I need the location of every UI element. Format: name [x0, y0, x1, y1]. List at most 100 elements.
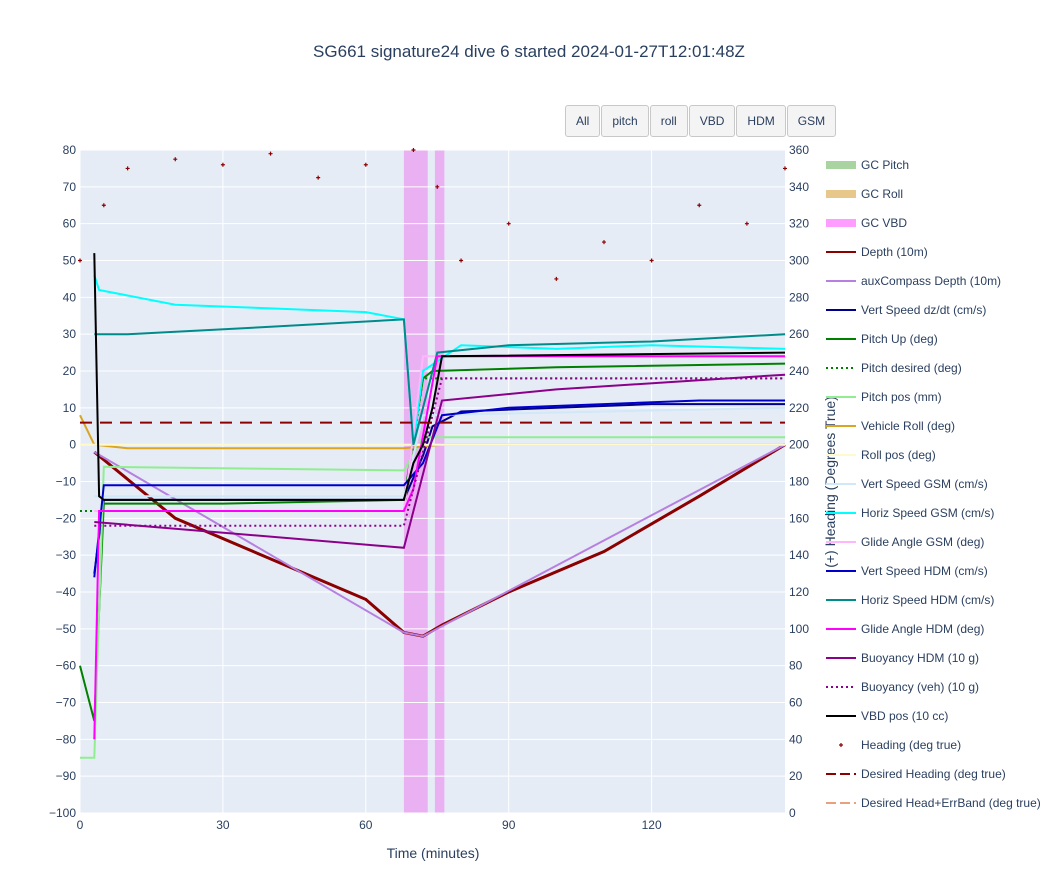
legend-item-desired-head-errband-deg-true: Desired Head+ErrBand (deg true) — [826, 796, 1041, 810]
filter-button-all[interactable]: All — [565, 105, 601, 137]
y-tick-label-right: 0 — [789, 806, 796, 820]
y-tick-label-left: 10 — [63, 401, 77, 415]
y-tick-label-left: −50 — [56, 622, 77, 636]
y-tick-label-left: −60 — [56, 659, 77, 673]
legend-label: GC Pitch — [861, 158, 909, 172]
series-layer — [78, 148, 787, 759]
series-heading-deg-true-point — [459, 258, 464, 263]
y-tick-label-right: 340 — [789, 180, 809, 194]
legend-item-pitch-pos-mm: Pitch pos (mm) — [826, 390, 942, 404]
y-tick-label-right: 180 — [789, 475, 809, 489]
filter-button-vbd[interactable]: VBD — [688, 105, 736, 137]
legend-label: Vert Speed HDM (cm/s) — [861, 564, 988, 578]
legend-label: GC VBD — [861, 216, 907, 230]
series-vbd-pos-10-cc — [93, 253, 786, 501]
y-tick-label-left: 40 — [63, 290, 77, 304]
legend-label: Roll pos (deg) — [861, 448, 936, 462]
series-heading-deg-true-point — [697, 203, 702, 208]
y-tick-label-right: 220 — [789, 401, 809, 415]
y-tick-label-left: −80 — [56, 732, 77, 746]
legend-item-horiz-speed-hdm-cm-s: Horiz Speed HDM (cm/s) — [826, 593, 994, 607]
series-heading-deg-true-point — [173, 157, 178, 162]
y-tick-label-left: −90 — [56, 769, 77, 783]
legend-label: Horiz Speed GSM (cm/s) — [861, 506, 994, 520]
y-tick-label-right: 360 — [789, 143, 809, 157]
legend-label: Vert Speed dz/dt (cm/s) — [861, 303, 986, 317]
legend-label: Heading (deg true) — [861, 738, 961, 752]
x-tick-label: 90 — [502, 818, 516, 832]
legend-item-pitch-up-deg: Pitch Up (deg) — [826, 332, 938, 346]
legend-label: Horiz Speed HDM (cm/s) — [861, 593, 994, 607]
y-tick-label-left: −10 — [56, 475, 77, 489]
legend-item-buoyancy-veh-10-g: Buoyancy (veh) (10 g) — [826, 680, 979, 694]
x-axis-label: Time (minutes) — [387, 845, 480, 861]
legend-label: Glide Angle HDM (deg) — [861, 622, 984, 636]
legend-label: Desired Heading (deg true) — [861, 767, 1006, 781]
legend-label: Buoyancy HDM (10 g) — [861, 651, 979, 665]
legend-item-vert-speed-dz-dt-cm-s: Vert Speed dz/dt (cm/s) — [826, 303, 986, 317]
x-tick-label: 30 — [216, 818, 230, 832]
series-heading-deg-true-point — [101, 203, 106, 208]
y-tick-label-right: 140 — [789, 548, 809, 562]
series-heading-deg-true-point — [363, 162, 368, 167]
legend-label: GC Roll — [861, 187, 903, 201]
y-tick-label-right: 200 — [789, 438, 809, 452]
legend-item-vert-speed-hdm-cm-s: Vert Speed HDM (cm/s) — [826, 564, 988, 578]
legend-item-vert-speed-gsm-cm-s: Vert Speed GSM (cm/s) — [826, 477, 988, 491]
y-tick-label-left: −40 — [56, 585, 77, 599]
legend-item-heading-deg-true: Heading (deg true) — [839, 738, 961, 752]
series-heading-deg-true-point — [783, 166, 787, 171]
filter-button-hdm[interactable]: HDM — [736, 105, 786, 137]
legend-label: Pitch pos (mm) — [861, 390, 942, 404]
legend-item-horiz-speed-gsm-cm-s: Horiz Speed GSM (cm/s) — [826, 506, 994, 520]
y-tick-label-right: 320 — [789, 217, 809, 231]
series-heading-deg-true-point — [554, 276, 559, 281]
legend-item-glide-angle-hdm-deg: Glide Angle HDM (deg) — [826, 622, 984, 636]
x-tick-label: 60 — [359, 818, 373, 832]
series-heading-deg-true-point — [744, 221, 749, 226]
filter-button-roll[interactable]: roll — [649, 105, 688, 137]
dive-plot-filter-buttons: All pitch roll VBD HDM GSM — [565, 105, 837, 137]
series-heading-deg-true-point — [125, 166, 130, 171]
legend-item-gc-vbd: GC VBD — [826, 216, 907, 230]
legend-item-auxcompass-depth-10m: auxCompass Depth (10m) — [826, 274, 1001, 288]
legend-swatch — [826, 190, 856, 198]
y-tick-label-left: 80 — [63, 143, 77, 157]
series-heading-deg-true-point — [649, 258, 654, 263]
y-tick-label-right: 160 — [789, 511, 809, 525]
legend-item-buoyancy-hdm-10-g: Buoyancy HDM (10 g) — [826, 651, 979, 665]
series-heading-deg-true-point — [316, 175, 321, 180]
legend-item-depth-10m: Depth (10m) — [826, 245, 928, 259]
legend-item-desired-heading-deg-true: Desired Heading (deg true) — [826, 767, 1006, 781]
legend-item-vehicle-roll-deg: Vehicle Roll (deg) — [826, 419, 955, 433]
y-tick-label-left: −30 — [56, 548, 77, 562]
legend-item-roll-pos-deg: Roll pos (deg) — [826, 448, 936, 462]
filter-button-gsm[interactable]: GSM — [786, 105, 837, 137]
y-tick-label-left: 50 — [63, 254, 77, 268]
y-tick-label-right: 20 — [789, 769, 803, 783]
legend-label: Buoyancy (veh) (10 g) — [861, 680, 979, 694]
legend-label: VBD pos (10 cc) — [861, 709, 948, 723]
series-pitch-pos-mm — [80, 436, 785, 759]
grid — [79, 149, 785, 814]
y-tick-label-left: 0 — [69, 438, 76, 452]
legend-swatch — [839, 743, 843, 747]
filter-button-pitch[interactable]: pitch — [601, 105, 649, 137]
series-vert-speed-hdm-cm-s — [93, 399, 785, 578]
y-tick-label-right: 40 — [789, 732, 803, 746]
y-tick-label-left: 60 — [63, 217, 77, 231]
legend-item-gc-pitch: GC Pitch — [826, 158, 909, 172]
legend-label: auxCompass Depth (10m) — [861, 274, 1001, 288]
legend-label: Glide Angle GSM (deg) — [861, 535, 984, 549]
y-tick-label-right: 300 — [789, 254, 809, 268]
y-tick-label-right: 80 — [789, 659, 803, 673]
x-tick-label: 0 — [77, 818, 84, 832]
legend-label: Pitch Up (deg) — [861, 332, 938, 346]
series-heading-deg-true-point — [78, 258, 82, 263]
legend-item-gc-roll: GC Roll — [826, 187, 903, 201]
series-heading-deg-true-point — [411, 148, 416, 152]
y-tick-label-right: 120 — [789, 585, 809, 599]
legend-item-pitch-desired-deg: Pitch desired (deg) — [826, 361, 962, 375]
legend-label: Vert Speed GSM (cm/s) — [861, 477, 988, 491]
